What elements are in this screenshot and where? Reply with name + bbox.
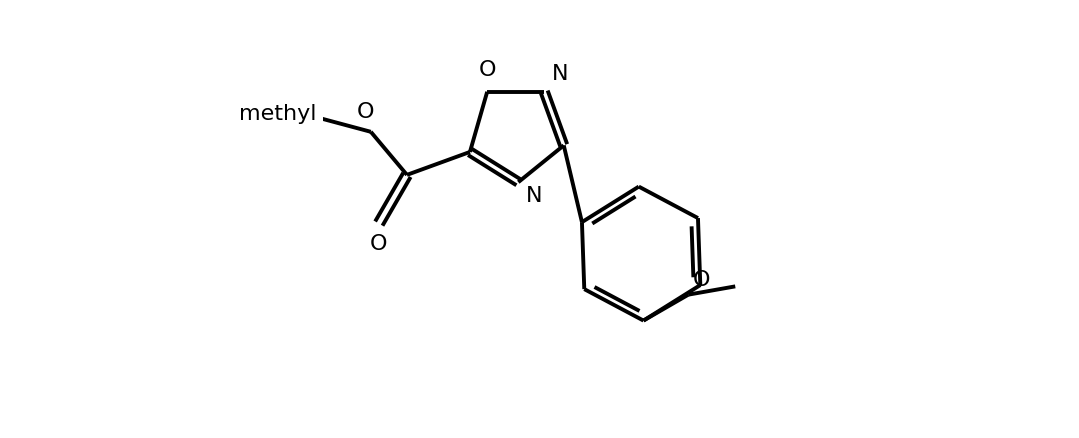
Text: N: N (527, 187, 543, 206)
Text: N: N (552, 64, 569, 84)
Text: O: O (370, 234, 387, 254)
Text: methyl: methyl (238, 104, 316, 124)
Text: O: O (693, 270, 710, 290)
Text: O: O (478, 60, 496, 80)
Text: O: O (357, 102, 374, 122)
